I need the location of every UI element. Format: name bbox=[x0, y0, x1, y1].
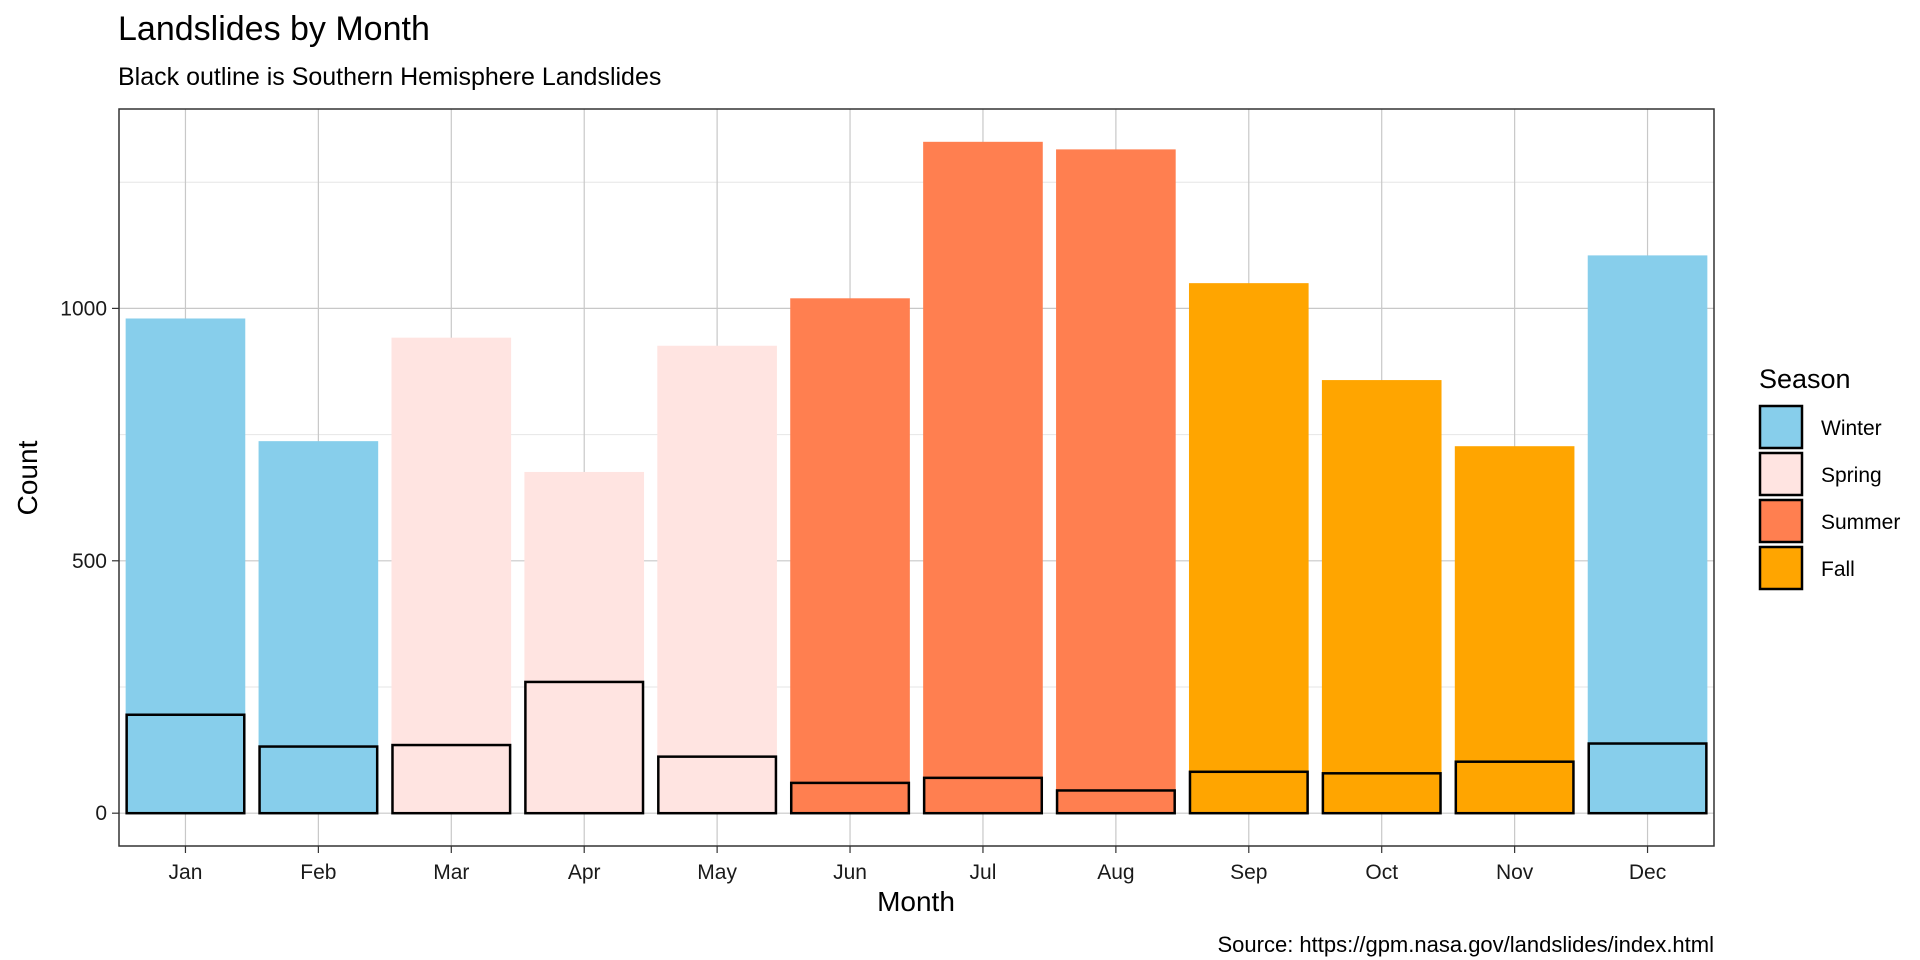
y-axis-title: Count bbox=[12, 440, 43, 515]
bar-jan-southern bbox=[125, 713, 246, 815]
x-tick-label-mar: Mar bbox=[433, 861, 469, 884]
bar-nov-total bbox=[1454, 446, 1575, 814]
legend-title: Season bbox=[1759, 364, 1851, 394]
legend-swatch-fall bbox=[1758, 545, 1804, 591]
x-tick-label-feb: Feb bbox=[300, 861, 336, 884]
x-tick-label-jul: Jul bbox=[970, 861, 997, 884]
plot-panel bbox=[119, 109, 1714, 846]
x-tick-label-jun: Jun bbox=[833, 861, 867, 884]
bar-aug-total bbox=[1056, 149, 1176, 814]
legend-label-spring: Spring bbox=[1821, 464, 1882, 487]
x-tick-label-sep: Sep bbox=[1230, 861, 1267, 884]
legend-swatch-spring bbox=[1758, 451, 1804, 497]
x-axis-title: Month bbox=[877, 886, 955, 917]
bar-sep-total bbox=[1188, 283, 1309, 814]
x-tick-label-dec: Dec bbox=[1629, 861, 1666, 884]
x-tick-label-may: May bbox=[697, 861, 737, 884]
x-tick-label-aug: Aug bbox=[1097, 861, 1134, 884]
legend: Season Winter Spring Summer Fall bbox=[1758, 364, 1900, 591]
plot-border bbox=[118, 108, 1715, 847]
bar-oct-total bbox=[1321, 380, 1442, 814]
x-tick-label-oct: Oct bbox=[1365, 861, 1398, 884]
bar-dec-southern bbox=[1587, 742, 1708, 815]
bar-aug-southern bbox=[1055, 789, 1176, 815]
bar-may-southern bbox=[657, 755, 778, 815]
y-tick-label: 1000 bbox=[60, 297, 107, 320]
bar-may-total bbox=[657, 345, 777, 814]
bar-mar-total bbox=[391, 337, 512, 814]
y-tick-label: 0 bbox=[95, 802, 107, 825]
chart-subtitle: Black outline is Southern Hemisphere Lan… bbox=[118, 63, 661, 91]
legend-swatch-summer bbox=[1758, 498, 1804, 544]
bar-oct-southern bbox=[1321, 772, 1442, 815]
x-axis-ticks: Jan Feb Mar Apr May Jun Jul Aug Sep Oct Nov Dec bbox=[169, 846, 1666, 884]
x-tick-label-nov: Nov bbox=[1496, 861, 1534, 884]
y-tick-label: 500 bbox=[72, 550, 107, 573]
bar-dec-total bbox=[1587, 255, 1708, 814]
legend-label-winter: Winter bbox=[1821, 417, 1882, 440]
bar-feb-southern bbox=[258, 745, 379, 815]
bar-jun-total bbox=[790, 298, 910, 814]
bar-jun-southern bbox=[789, 781, 911, 815]
bar-jul-total bbox=[923, 141, 1043, 814]
legend-swatch-winter bbox=[1758, 404, 1804, 450]
bar-mar-southern bbox=[391, 743, 512, 815]
chart-title: Landslides by Month bbox=[118, 10, 430, 48]
bar-sep-southern bbox=[1188, 770, 1309, 815]
legend-label-fall: Fall bbox=[1821, 558, 1855, 581]
legend-label-summer: Summer bbox=[1821, 511, 1900, 534]
bar-jul-southern bbox=[922, 776, 1044, 815]
caption: Source: https://gpm.nasa.gov/landslides/… bbox=[1218, 932, 1715, 957]
x-tick-label-apr: Apr bbox=[568, 861, 601, 884]
y-axis-ticks: 0 500 1000 bbox=[60, 297, 119, 825]
bars-southern bbox=[125, 680, 1708, 815]
x-tick-label-jan: Jan bbox=[169, 861, 203, 884]
bar-nov-southern bbox=[1454, 760, 1575, 815]
bar-apr-southern bbox=[524, 680, 645, 815]
